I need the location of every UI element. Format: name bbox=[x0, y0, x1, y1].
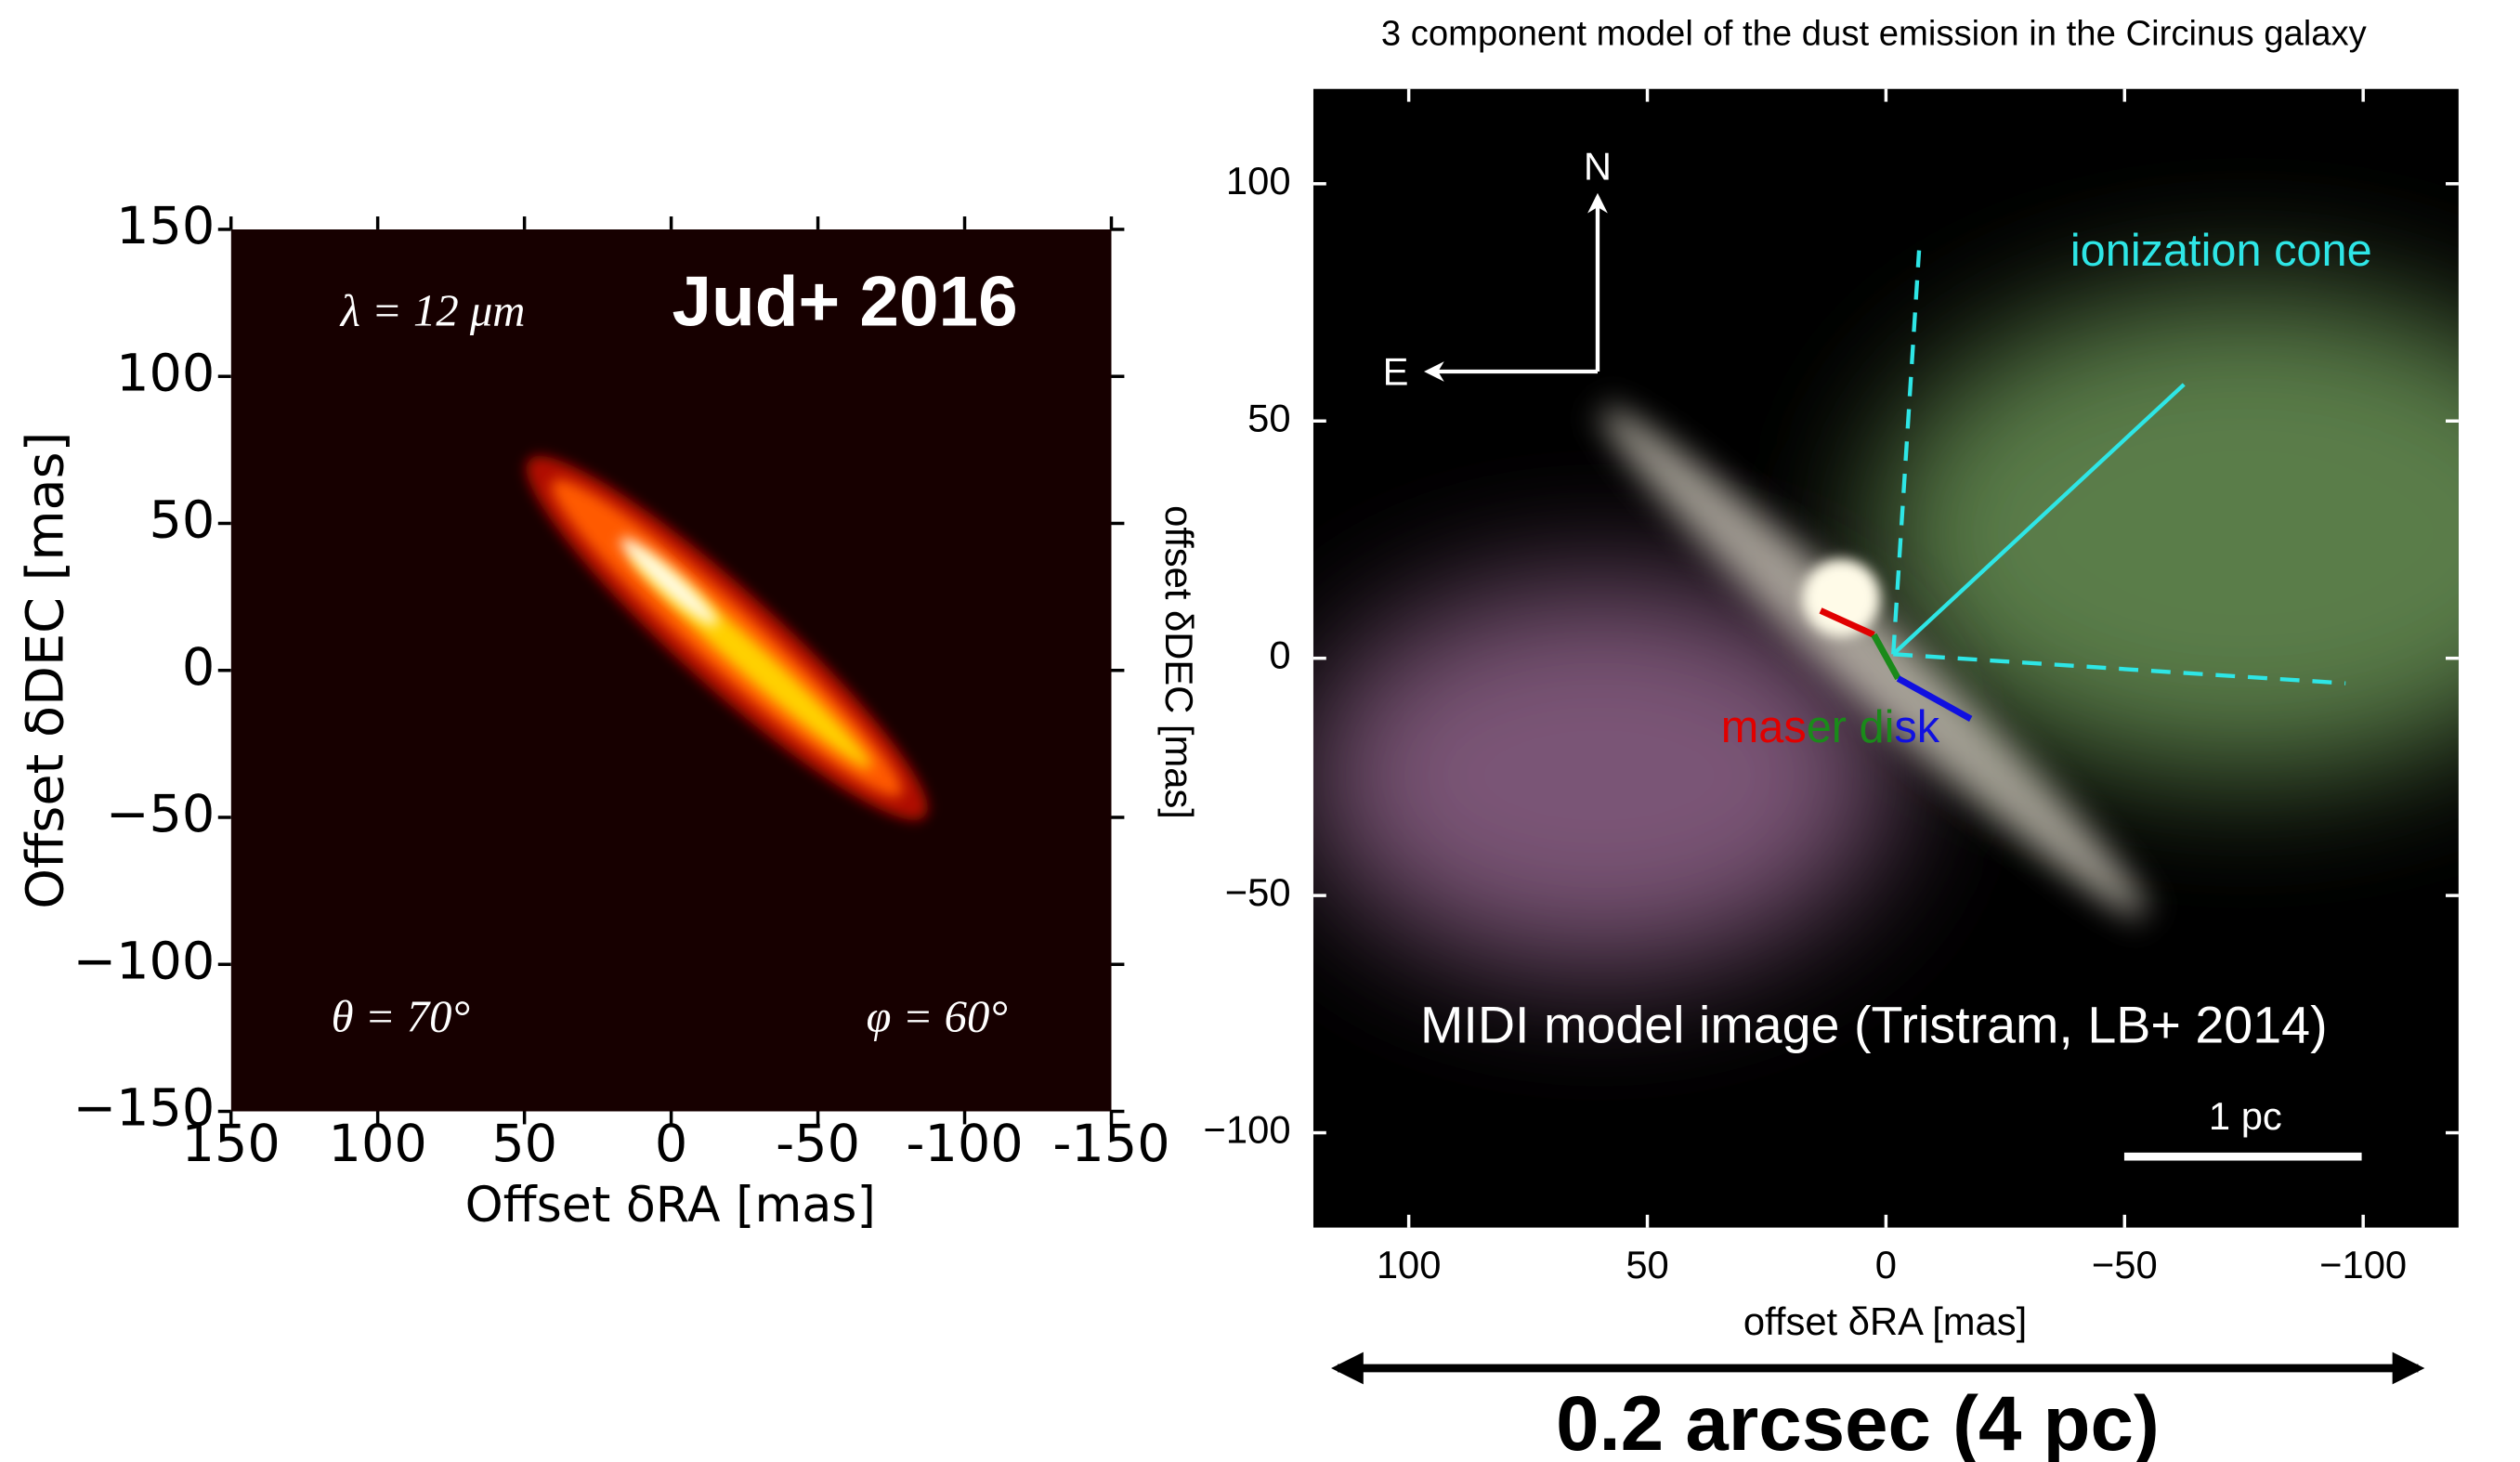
y-tick-label: −150 bbox=[72, 1078, 215, 1139]
label-part: mas bbox=[1721, 702, 1807, 752]
y-axis-label: Offset δDEC [mas] bbox=[15, 432, 75, 909]
y-tick-label: −50 bbox=[1225, 870, 1291, 914]
y-tick-label: 100 bbox=[116, 343, 215, 403]
label-part: er di bbox=[1807, 702, 1895, 752]
x-tick-label: −50 bbox=[2092, 1243, 2158, 1286]
annotation: MIDI model image (Tristram, LB+ 2014) bbox=[1420, 997, 2328, 1054]
y-tick-label: −100 bbox=[72, 931, 215, 991]
ionization-cone bbox=[1891, 250, 2346, 685]
chart-title: 3 component model of the dust emission i… bbox=[1381, 13, 2368, 53]
y-tick-label: 50 bbox=[1247, 396, 1290, 439]
annotation: φ = 60° bbox=[867, 991, 1008, 1041]
annotation: θ = 70° bbox=[332, 991, 470, 1041]
maser-disk bbox=[1819, 607, 1973, 722]
y-tick-label: −50 bbox=[106, 784, 215, 844]
annotation: Jud+ 2016 bbox=[672, 263, 1017, 342]
annotation: λ = 12 μm bbox=[339, 285, 526, 335]
maser-label: maser disk bbox=[1721, 702, 1940, 752]
x-axis-label: offset δRA [mas] bbox=[1743, 1299, 2027, 1343]
annotation: ionization cone bbox=[2070, 226, 2372, 276]
y-tick-label: 100 bbox=[1226, 159, 1291, 202]
x-tick-label: 0 bbox=[1875, 1243, 1897, 1286]
label-part: sk bbox=[1894, 702, 1939, 752]
y-tick-label: 50 bbox=[149, 490, 215, 551]
annotation: E bbox=[1383, 349, 1409, 393]
x-tick-label: 100 bbox=[1377, 1243, 1442, 1286]
annotation: 0.2 arcsec (4 pc) bbox=[1556, 1379, 2160, 1462]
y-tick-label: 0 bbox=[1269, 633, 1290, 677]
heatmap-image bbox=[230, 228, 1112, 1112]
annotation: N bbox=[1584, 145, 1612, 189]
y-tick-label: 150 bbox=[116, 196, 215, 256]
y-axis-label: offset δDEC [mas] bbox=[1157, 505, 1201, 819]
y-tick-label: −100 bbox=[1204, 1108, 1291, 1152]
x-tick-label: −100 bbox=[2319, 1243, 2407, 1286]
y-tick-label: 0 bbox=[182, 637, 215, 698]
annotation: 1 pc bbox=[2209, 1094, 2282, 1138]
x-axis-label: Offset δRA [mas] bbox=[465, 1178, 876, 1234]
x-tick-label: 50 bbox=[1626, 1243, 1668, 1286]
